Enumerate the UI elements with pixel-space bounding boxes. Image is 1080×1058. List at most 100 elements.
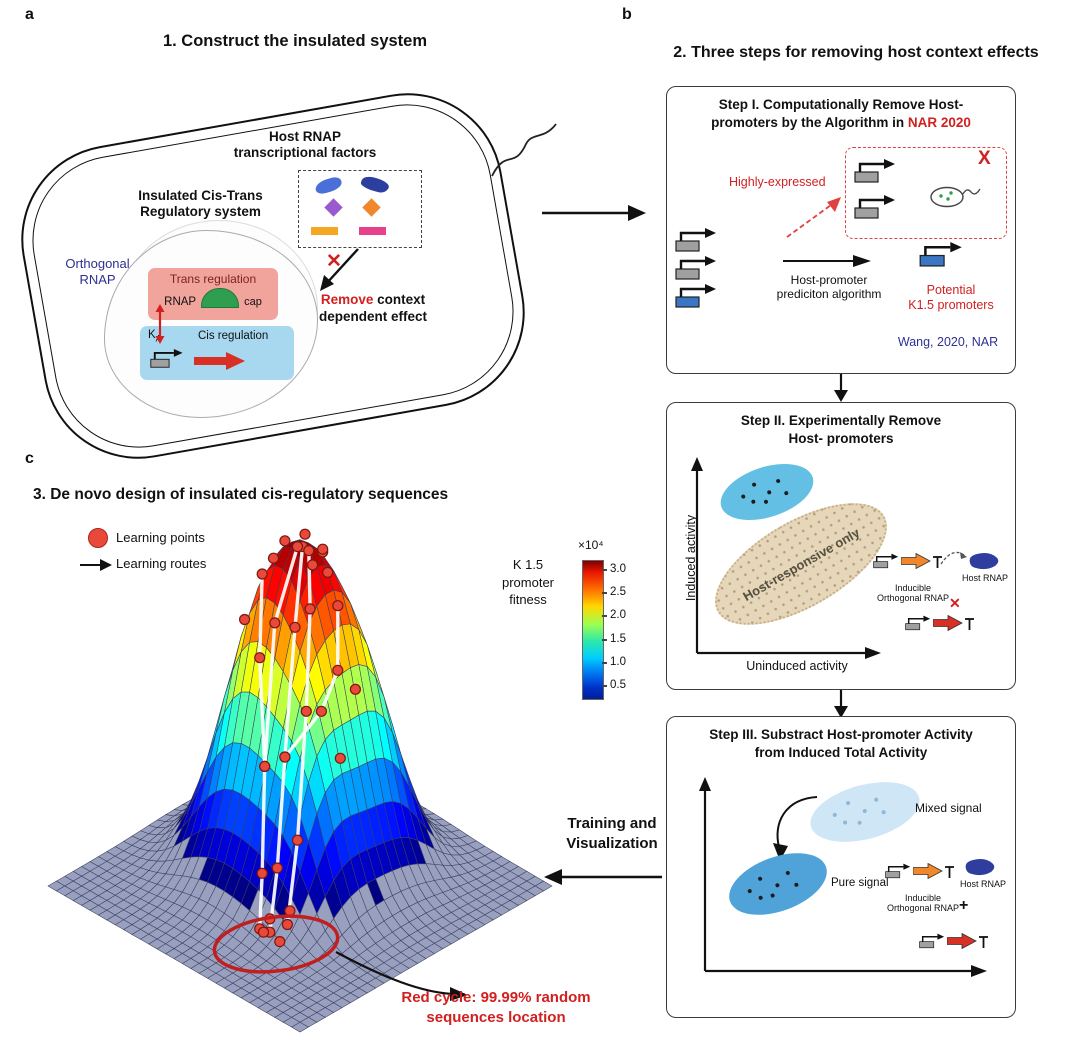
orthogonal-label: Orthogonal RNAP — [65, 256, 130, 288]
terminator-icon — [944, 864, 955, 879]
scatter-dot — [793, 882, 799, 888]
terminator-icon — [964, 616, 975, 631]
rnap-row: RNAP cap — [148, 288, 278, 308]
step3-axes — [699, 777, 987, 977]
scatter-dot — [751, 482, 757, 488]
host-construct — [919, 933, 989, 949]
training-label: Training and Visualization — [566, 815, 658, 852]
promoter-icon — [675, 227, 719, 253]
step2-x-label: Uninduced activity — [746, 659, 848, 673]
panel-a-letter: a — [25, 6, 34, 23]
scatter-dot — [862, 808, 868, 814]
step3-title: Step III. Substract Host-promoter Activi… — [709, 727, 973, 760]
learning-point — [334, 752, 346, 764]
host-construct — [905, 615, 975, 631]
colorbar-tick-line — [602, 685, 607, 687]
scatter-dot — [763, 499, 769, 505]
promoter-icon — [854, 194, 898, 220]
algorithm-label: Host-promoter prediciton algorithm — [776, 273, 882, 302]
legend-points-label: Learning points — [116, 530, 205, 545]
inducible-construct — [873, 553, 943, 569]
learning-point — [279, 751, 291, 763]
colorbar — [582, 560, 604, 700]
learning-point — [315, 705, 327, 717]
promoter-icon — [873, 553, 900, 569]
inducible-construct — [885, 863, 955, 879]
legend-point-swatch — [88, 528, 108, 548]
scatter-dot — [757, 876, 763, 882]
citation: Wang, 2020, NAR — [897, 335, 999, 349]
remove-note-line2: dependent effect — [318, 308, 427, 324]
step1-title: Step I. Computationally Remove Host- pro… — [667, 87, 1015, 131]
learning-point — [291, 540, 304, 553]
panel-c-letter: c — [25, 450, 34, 467]
scatter-dot — [770, 892, 776, 899]
remove-arrow — [320, 248, 359, 291]
scatter-dot — [766, 489, 772, 495]
trans-label: Trans regulation — [169, 272, 257, 286]
subtract-arrow — [773, 796, 818, 861]
tf-blob-navy — [359, 174, 391, 195]
promoter-icon — [150, 348, 185, 369]
red-cycle-ellipse — [212, 914, 340, 974]
rnap-label: RNAP — [164, 296, 197, 308]
learning-point — [279, 535, 291, 547]
learning-point — [257, 926, 270, 938]
fitness-label: K 1.5 promoter fitness — [501, 557, 555, 608]
tf-box — [298, 170, 422, 248]
arrow-a-to-b — [542, 205, 646, 221]
remove-x-mark: ✕ — [326, 251, 342, 272]
learning-route — [257, 556, 276, 769]
promoter-icon — [885, 863, 912, 879]
tf-blob-blue — [313, 175, 344, 196]
orf-red — [933, 615, 963, 631]
scatter-dot — [857, 820, 863, 826]
tf-diamond-purple — [324, 198, 343, 217]
step1-title-line1: Step I. Computationally Remove Host- — [718, 97, 964, 112]
tf-bar-orange — [311, 227, 338, 235]
cap-label: cap — [244, 296, 262, 308]
step3-box: Step III. Substract Host-promoter Activi… — [666, 716, 1016, 1018]
pure-label: Pure signal — [831, 877, 889, 889]
promoter-icon — [919, 933, 946, 949]
remove-note-line1: Remove context — [320, 292, 426, 307]
step2-axes — [691, 457, 881, 659]
learning-point — [300, 705, 312, 717]
scatter-dot — [740, 494, 746, 500]
scatter-dot — [774, 882, 780, 888]
removed-promoters-box: X — [845, 147, 1007, 239]
red-cycle-note: Red cycle: 99.99% random sequences locat… — [401, 989, 591, 1026]
promoter-icon — [675, 283, 719, 309]
colorbar-tick-line — [602, 615, 607, 618]
arrow-b-to-c — [544, 869, 662, 885]
learning-point — [271, 862, 283, 874]
learning-point — [256, 867, 268, 879]
learning-point — [256, 568, 268, 580]
scatter-dot — [758, 895, 764, 901]
learning-point — [254, 652, 266, 664]
cloud-blob — [104, 230, 318, 418]
panel-c-title: 3. De novo design of insulated cis-regul… — [33, 486, 449, 503]
learning-point — [289, 621, 301, 633]
learning-point — [304, 603, 316, 615]
terminator-icon — [932, 554, 943, 569]
colorbar-tick-label: 1.5 — [610, 632, 626, 645]
inducible-label: Inducible Orthogonal RNAP — [886, 893, 960, 914]
learning-point — [299, 528, 311, 540]
cell-icon — [926, 178, 982, 214]
flagellum-icon — [491, 123, 557, 177]
learning-point — [259, 760, 271, 772]
learning-point — [307, 559, 319, 571]
mixed-label: Mixed signal — [915, 801, 982, 815]
plus-sign: + — [959, 897, 969, 914]
tiny-dashed-arrow — [940, 551, 967, 565]
host-rnap-blob — [967, 551, 1001, 571]
scatter-dot — [873, 797, 879, 803]
host-tf-label: Host RNAP transcriptional factors — [233, 129, 377, 161]
host-rnap-label: Host RNAP — [961, 573, 1008, 583]
learning-point — [274, 936, 286, 948]
annotation-arrow — [335, 951, 468, 1001]
surface-plot — [47, 528, 553, 1033]
learning-point — [284, 905, 296, 917]
learning-point — [239, 613, 251, 626]
